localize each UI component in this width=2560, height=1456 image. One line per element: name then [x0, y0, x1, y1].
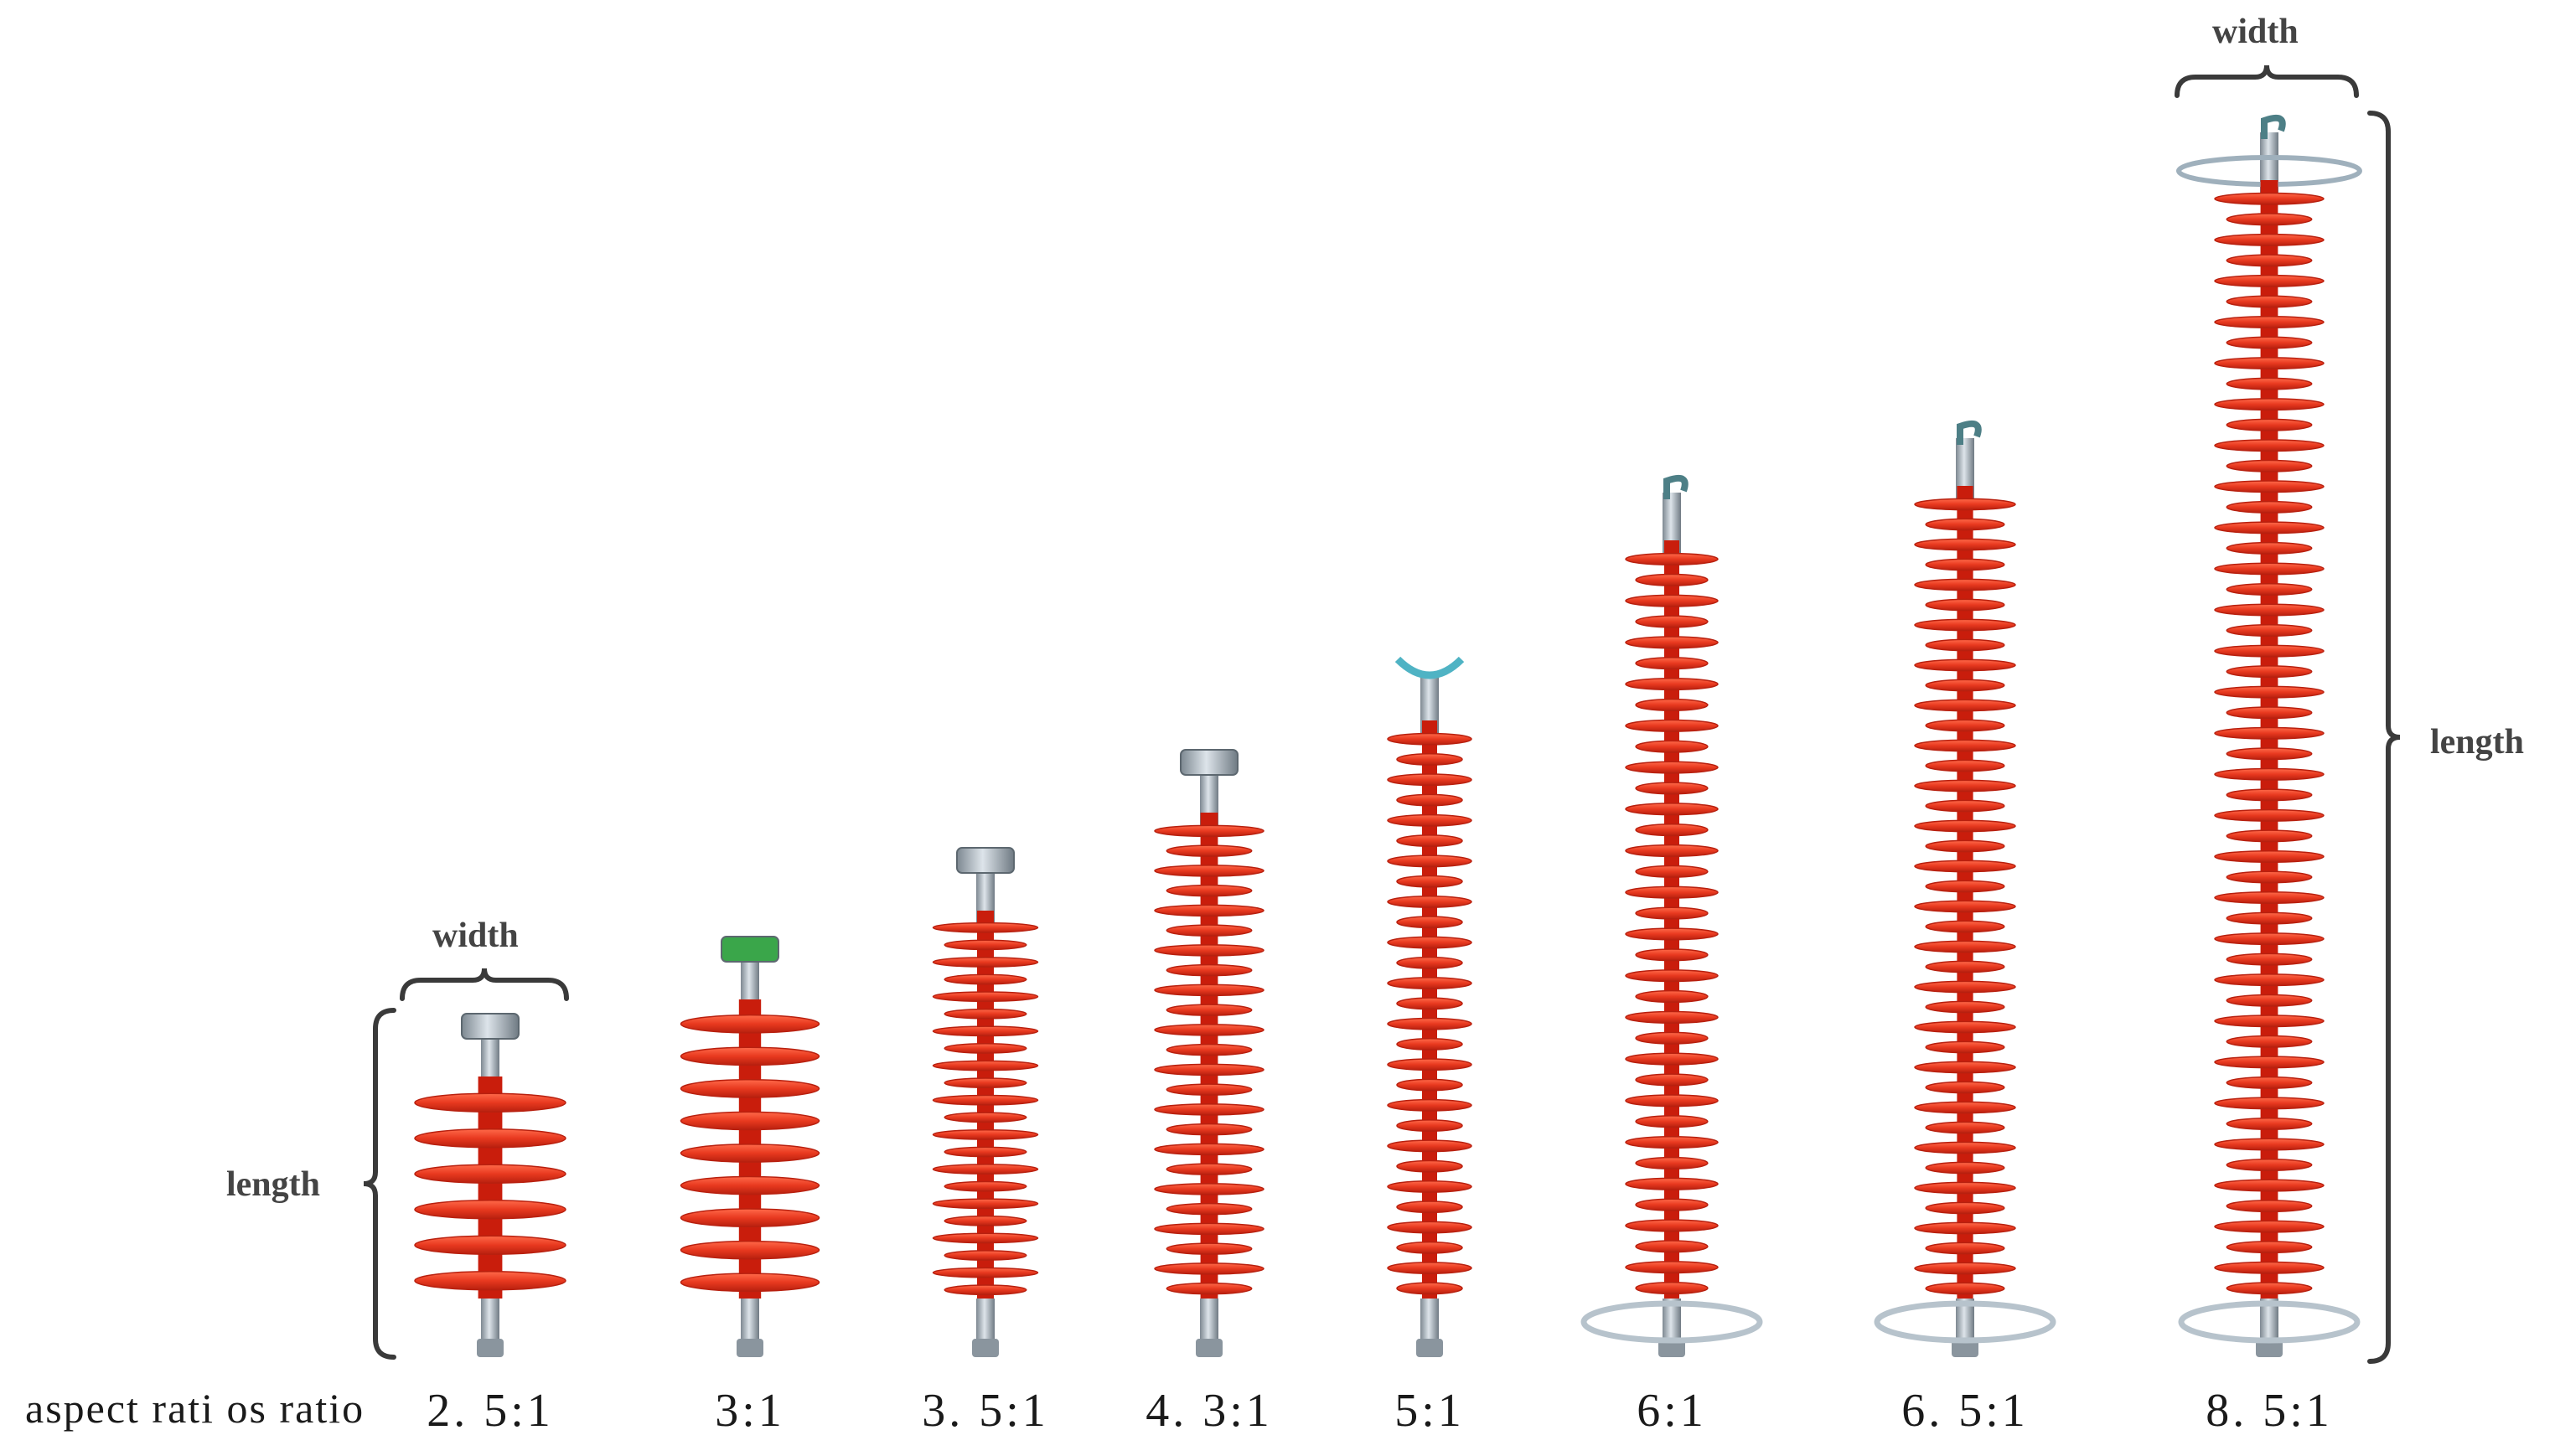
ratio-label: 6. 5:1 [1901, 1385, 2029, 1437]
ratio-label: 8. 5:1 [2206, 1385, 2333, 1437]
large-width-bracket [2175, 65, 2359, 98]
insulator-1 [414, 1013, 566, 1357]
large-length-bracket [2367, 111, 2401, 1364]
large-length-label: length [2430, 723, 2525, 762]
insulator-6 [1580, 475, 1763, 1357]
small-length-label: length [226, 1165, 321, 1204]
small-width-label: width [432, 916, 519, 955]
ratio-label: 4. 3:1 [1146, 1385, 1273, 1437]
insulator-3 [932, 847, 1039, 1357]
insulator-2 [680, 936, 820, 1357]
insulator-7 [1874, 421, 2056, 1357]
small-width-bracket [400, 968, 569, 1001]
ratio-label: 3:1 [715, 1385, 785, 1437]
insulator-5 [1387, 656, 1472, 1357]
large-width-label: width [2212, 13, 2299, 51]
ratio-label: 3. 5:1 [922, 1385, 1049, 1437]
insulator-8 [2176, 115, 2362, 1357]
ratio-label: 5:1 [1394, 1385, 1465, 1437]
ratio-label: 2. 5:1 [427, 1385, 554, 1437]
ratio-label: 6:1 [1637, 1385, 1707, 1437]
aspect-ratio-row-label: aspect rati os ratio [25, 1385, 365, 1432]
insulator-4 [1154, 749, 1264, 1357]
small-length-bracket [363, 1008, 396, 1360]
